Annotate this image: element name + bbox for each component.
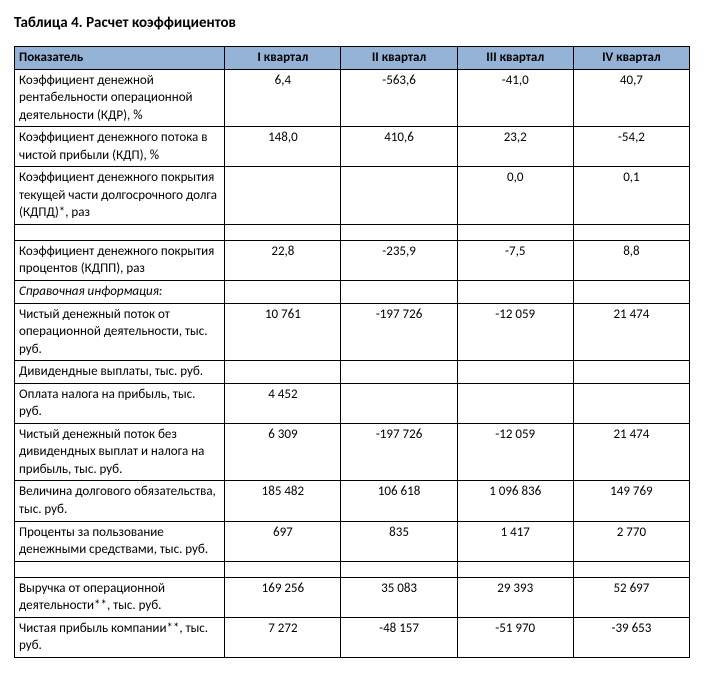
- cell-value: 106 618: [341, 481, 457, 521]
- cell-value: -563,6: [341, 69, 457, 127]
- cell-value: 7 272: [225, 617, 341, 657]
- cell-empty: [457, 224, 573, 240]
- cell-value: [573, 361, 689, 384]
- cell-value: 21 474: [573, 303, 689, 361]
- cell-value: 0,0: [457, 167, 573, 225]
- cell-value: [457, 361, 573, 384]
- coefficients-table: Показатель I квартал II квартал III квар…: [14, 46, 690, 658]
- table-header-row: Показатель I квартал II квартал III квар…: [15, 47, 690, 70]
- cell-value: -197 726: [341, 303, 457, 361]
- cell-empty: [573, 281, 689, 304]
- cell-value: -51 970: [457, 617, 573, 657]
- cell-value: 835: [341, 521, 457, 561]
- row-label: Чистый денежный поток без дивидендных вы…: [15, 423, 225, 481]
- cell-value: 4 452: [225, 383, 341, 423]
- cell-value: -7,5: [457, 240, 573, 280]
- cell-value: 52 697: [573, 577, 689, 617]
- cell-empty: [341, 281, 457, 304]
- table-title: Таблица 4. Расчет коэффициентов: [14, 14, 691, 32]
- cell-value: 697: [225, 521, 341, 561]
- cell-value: [225, 361, 341, 384]
- table-row: Чистый денежный поток без дивидендных вы…: [15, 423, 690, 481]
- table-row-section: Справочная информация:: [15, 281, 690, 304]
- cell-value: [457, 383, 573, 423]
- table-row: Оплата налога на прибыль, тыс. руб. 4 45…: [15, 383, 690, 423]
- cell-empty: [573, 561, 689, 577]
- cell-empty: [225, 561, 341, 577]
- table-row: Проценты за пользование денежными средст…: [15, 521, 690, 561]
- cell-value: 410,6: [341, 127, 457, 167]
- row-label: Оплата налога на прибыль, тыс. руб.: [15, 383, 225, 423]
- cell-value: 0,1: [573, 167, 689, 225]
- table-row: Чистая прибыль компании**, тыс. руб. 7 2…: [15, 617, 690, 657]
- cell-value: 21 474: [573, 423, 689, 481]
- row-label: Коэффициент денежного покрытия процентов…: [15, 240, 225, 280]
- table-row: Выручка от операционной деятельности**, …: [15, 577, 690, 617]
- col-header-indicator: Показатель: [15, 47, 225, 70]
- cell-empty: [457, 561, 573, 577]
- cell-value: 29 393: [457, 577, 573, 617]
- cell-value: 10 761: [225, 303, 341, 361]
- table-row: Чистый денежный поток от операционной де…: [15, 303, 690, 361]
- cell-empty: [457, 281, 573, 304]
- table-row: Коэффициент денежного покрытия текущей ч…: [15, 167, 690, 225]
- row-label: Коэффициент денежного покрытия текущей ч…: [15, 167, 225, 225]
- cell-value: 148,0: [225, 127, 341, 167]
- cell-value: 1 096 836: [457, 481, 573, 521]
- row-label: Дивидендные выплаты, тыс. руб.: [15, 361, 225, 384]
- cell-value: -48 157: [341, 617, 457, 657]
- cell-value: -12 059: [457, 423, 573, 481]
- cell-empty: [341, 224, 457, 240]
- cell-value: 6,4: [225, 69, 341, 127]
- cell-empty: [15, 224, 225, 240]
- row-label-section: Справочная информация:: [15, 281, 225, 304]
- table-row: Величина долгового обязательства, тыс. р…: [15, 481, 690, 521]
- cell-value: 22,8: [225, 240, 341, 280]
- cell-value: 1 417: [457, 521, 573, 561]
- cell-value: -54,2: [573, 127, 689, 167]
- cell-value: -197 726: [341, 423, 457, 481]
- row-label: Чистый денежный поток от операционной де…: [15, 303, 225, 361]
- cell-value: 185 482: [225, 481, 341, 521]
- row-label: Коэффициент денежной рентабельности опер…: [15, 69, 225, 127]
- row-label: Проценты за пользование денежными средст…: [15, 521, 225, 561]
- table-row-spacer: [15, 561, 690, 577]
- cell-value: [341, 167, 457, 225]
- cell-value: 149 769: [573, 481, 689, 521]
- cell-value: 8,8: [573, 240, 689, 280]
- row-label: Величина долгового обязательства, тыс. р…: [15, 481, 225, 521]
- cell-value: 2 770: [573, 521, 689, 561]
- cell-empty: [341, 561, 457, 577]
- cell-value: [225, 167, 341, 225]
- cell-value: [573, 383, 689, 423]
- cell-value: 40,7: [573, 69, 689, 127]
- row-label: Выручка от операционной деятельности**, …: [15, 577, 225, 617]
- cell-value: 35 083: [341, 577, 457, 617]
- cell-value: -39 653: [573, 617, 689, 657]
- cell-value: -41,0: [457, 69, 573, 127]
- table-row: Коэффициент денежной рентабельности опер…: [15, 69, 690, 127]
- table-row: Коэффициент денежного покрытия процентов…: [15, 240, 690, 280]
- table-row-spacer: [15, 224, 690, 240]
- cell-value: -12 059: [457, 303, 573, 361]
- cell-empty: [225, 224, 341, 240]
- cell-empty: [15, 561, 225, 577]
- cell-value: [341, 383, 457, 423]
- col-header-q3: III квартал: [457, 47, 573, 70]
- col-header-q4: IV квартал: [573, 47, 689, 70]
- table-row: Дивидендные выплаты, тыс. руб.: [15, 361, 690, 384]
- cell-value: [341, 361, 457, 384]
- row-label: Чистая прибыль компании**, тыс. руб.: [15, 617, 225, 657]
- cell-value: 169 256: [225, 577, 341, 617]
- col-header-q2: II квартал: [341, 47, 457, 70]
- cell-value: 23,2: [457, 127, 573, 167]
- cell-empty: [573, 224, 689, 240]
- cell-value: -235,9: [341, 240, 457, 280]
- table-row: Коэффициент денежного потока в чистой пр…: [15, 127, 690, 167]
- cell-empty: [225, 281, 341, 304]
- row-label: Коэффициент денежного потока в чистой пр…: [15, 127, 225, 167]
- cell-value: 6 309: [225, 423, 341, 481]
- col-header-q1: I квартал: [225, 47, 341, 70]
